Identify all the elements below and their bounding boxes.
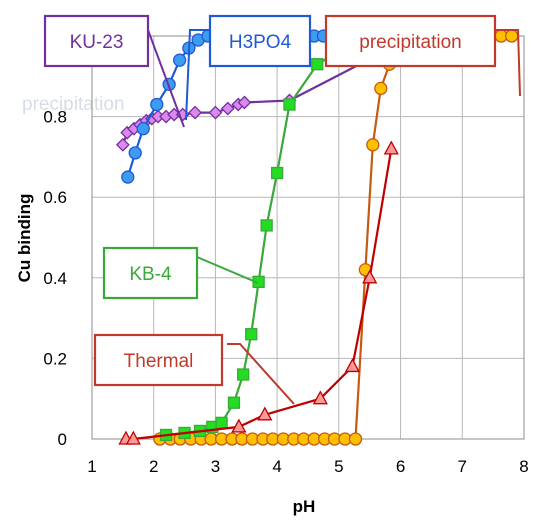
data-point-kb-4 — [260, 219, 273, 232]
callout-thermal-label: Thermal — [124, 351, 194, 372]
data-point-kb-4 — [237, 368, 250, 381]
callout-ku-23-box — [43, 14, 150, 68]
callout-precipitation-leader — [495, 29, 521, 97]
data-point-thermal — [257, 406, 273, 421]
data-point-kb-4 — [215, 416, 228, 430]
data-point-kb-4 — [311, 58, 324, 71]
callout-kb-4-label: KB-4 — [129, 264, 172, 285]
data-point-ku-23 — [237, 95, 252, 110]
data-point-precipitation — [374, 81, 388, 96]
data-point-thermal — [125, 430, 141, 445]
x-tick-label: 8 — [519, 457, 528, 476]
y-tick-label: 0.8 — [43, 108, 67, 127]
data-point-kb-4 — [227, 396, 241, 409]
data-point-h3po4 — [150, 97, 164, 112]
series-thermal — [118, 140, 399, 445]
x-tick-label: 1 — [87, 457, 96, 476]
callout-h3po4-leader — [185, 29, 210, 121]
data-point-kb-4 — [270, 166, 284, 180]
data-point-thermal — [231, 418, 247, 433]
data-point-ku-23 — [188, 105, 202, 120]
callout-kb-4: KB-4 — [102, 246, 259, 300]
x-tick-label: 2 — [149, 457, 158, 476]
callout-kb-4-box — [102, 246, 199, 300]
data-point-kb-4 — [283, 98, 296, 111]
callout-h3po4-box — [208, 14, 312, 68]
data-point-h3po4 — [172, 53, 187, 67]
data-point-kb-4 — [245, 328, 258, 341]
data-point-thermal — [362, 269, 378, 284]
x-axis-title: pH — [293, 497, 316, 516]
data-point-ku-23 — [220, 101, 235, 116]
callout-thermal-box — [93, 333, 224, 387]
data-point-precipitation — [366, 138, 380, 152]
data-point-ku-23 — [208, 105, 223, 120]
callout-precipitation: precipitation — [324, 14, 521, 97]
callout-h3po4: H3PO4 — [185, 14, 312, 121]
y-tick-label: 0.6 — [43, 188, 67, 207]
data-point-thermal — [312, 390, 328, 405]
y-tick-label: 0.2 — [43, 349, 67, 368]
callout-thermal-leader — [227, 343, 295, 405]
data-point-h3po4 — [128, 146, 142, 160]
data-point-precipitation — [348, 432, 363, 446]
callout-ku-23-label: KU-23 — [70, 32, 124, 53]
x-tick-label: 5 — [334, 457, 343, 476]
callout-thermal: Thermal — [93, 333, 295, 405]
data-point-h3po4 — [121, 170, 135, 184]
callout-ku-23-leader — [147, 29, 185, 128]
y-tick-labels: 00.20.40.60.81 — [43, 27, 67, 449]
callout-ku-23: KU-23 — [43, 14, 185, 128]
callout-precipitation-box — [324, 14, 497, 68]
y-tick-label: 0.4 — [43, 269, 67, 288]
x-tick-label: 3 — [211, 457, 220, 476]
y-tick-label: 0 — [58, 430, 67, 449]
x-tick-label: 6 — [396, 457, 405, 476]
data-point-precipitation — [505, 29, 519, 43]
x-tick-label: 4 — [272, 457, 281, 476]
data-point-thermal — [344, 358, 361, 373]
x-tick-labels: 1 2 3 4 5 6 7 8 — [87, 457, 528, 476]
background-watermark-text: precipitation — [22, 94, 124, 115]
callout-precipitation-label: precipitation — [359, 32, 461, 53]
data-point-h3po4 — [136, 122, 150, 136]
data-point-ku-23 — [115, 137, 130, 152]
y-axis-title: Cu binding — [15, 194, 34, 283]
x-tick-label: 7 — [458, 457, 467, 476]
callout-h3po4-label: H3PO4 — [229, 32, 292, 53]
series-line-thermal — [125, 148, 393, 441]
data-point-thermal — [383, 140, 399, 155]
callout-kb-4-leader — [196, 256, 259, 284]
